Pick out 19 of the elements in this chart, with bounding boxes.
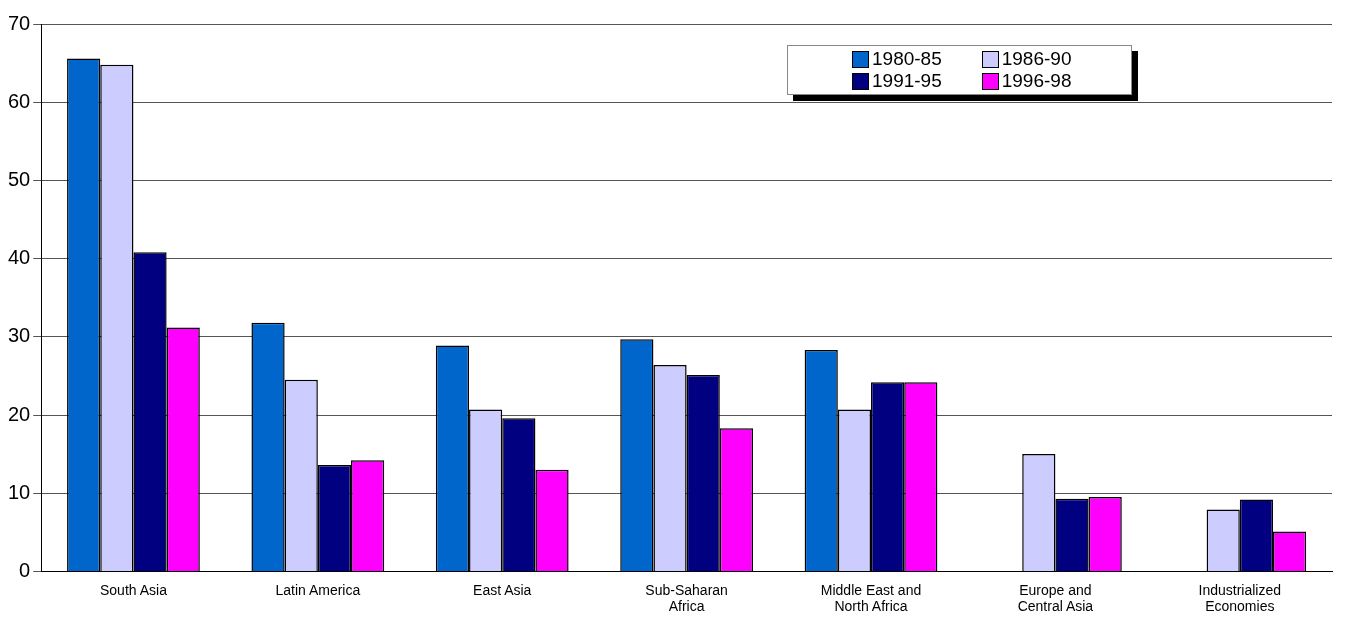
legend-label: 1980-85 — [872, 48, 942, 70]
y-tick-label: 70 — [8, 11, 31, 34]
y-tick-label: 10 — [8, 480, 31, 503]
x-tick-label: Sub-Saharan Africa — [645, 581, 728, 615]
y-tick-label: 0 — [19, 558, 31, 581]
legend-label: 1996-98 — [1001, 70, 1072, 92]
y-tick-label: 20 — [8, 402, 31, 425]
x-tick-label: Industrialized Economies — [1198, 581, 1282, 615]
y-tick-label: 30 — [8, 324, 31, 347]
y-tick-label: 50 — [8, 167, 31, 190]
x-tick-label: Europe and Central Asia — [1017, 581, 1094, 615]
y-tick-label: 60 — [8, 89, 31, 112]
x-tick-label: South Asia — [99, 581, 168, 598]
legend-label: 1986-90 — [1001, 48, 1072, 70]
x-tick-label: East Asia — [473, 581, 532, 598]
y-tick-label: 40 — [8, 246, 31, 269]
x-tick-label: Latin America — [275, 581, 361, 598]
legend-label: 1991-95 — [872, 70, 942, 92]
x-tick-label: Middle East and North Africa — [820, 581, 922, 615]
